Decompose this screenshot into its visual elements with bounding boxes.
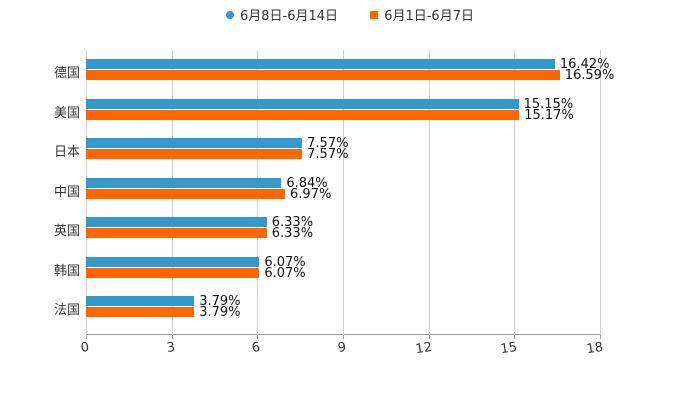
bar[interactable] xyxy=(86,59,555,69)
tick-mark xyxy=(343,335,344,339)
legend-item-series-1[interactable]: 6月8日-6月14日 xyxy=(226,5,338,24)
data-label: 3.79% xyxy=(199,305,241,320)
x-tick-label: 3 xyxy=(165,340,176,357)
legend-marker-circle-icon xyxy=(226,11,235,19)
tick-mark xyxy=(600,335,601,339)
y-category-label: 法国 xyxy=(53,303,80,318)
data-label: 16.42% xyxy=(559,57,610,72)
chart-legend: 6月8日-6月14日 6月1日-6月7日 xyxy=(0,5,700,24)
legend-label: 6月8日-6月14日 xyxy=(240,9,339,24)
data-label: 7.57% xyxy=(307,136,349,151)
tick-mark xyxy=(514,335,516,339)
data-label: 15.15% xyxy=(523,96,574,112)
x-tick-label: 12 xyxy=(414,340,433,358)
data-label: 6.97% xyxy=(290,186,332,202)
x-tick-label: 9 xyxy=(336,340,348,357)
y-category-label: 德国 xyxy=(53,66,80,81)
x-tick-label: 6 xyxy=(251,340,262,357)
x-tick-label: 18 xyxy=(585,340,605,358)
bar[interactable] xyxy=(86,307,195,317)
bar[interactable] xyxy=(86,98,519,109)
plot-area: 0 3 6 9 12 15 18 16.42% 16.59% 15.15% 15.17% 7.57% 7… xyxy=(80,50,614,357)
gridline xyxy=(343,50,344,335)
data-label: 6.33% xyxy=(271,226,314,241)
data-label: 6.84% xyxy=(286,175,328,191)
y-category-label: 美国 xyxy=(53,105,80,121)
bar[interactable] xyxy=(86,228,267,238)
bar[interactable] xyxy=(86,70,560,80)
data-label: 6.33% xyxy=(271,215,314,230)
data-label: 3.79% xyxy=(199,294,241,309)
y-category-label: 英国 xyxy=(53,224,80,239)
bar[interactable] xyxy=(86,109,520,120)
bar[interactable] xyxy=(86,177,282,188)
bar[interactable] xyxy=(86,138,303,148)
tick-mark xyxy=(171,335,173,339)
y-category-label: 韩国 xyxy=(53,263,80,279)
x-tick-label: 15 xyxy=(499,340,519,358)
tick-mark xyxy=(86,335,87,339)
data-label: 7.57% xyxy=(307,147,349,162)
x-tick-label: 0 xyxy=(79,340,91,357)
y-category-label: 日本 xyxy=(53,145,80,160)
data-label: 6.07% xyxy=(264,254,306,270)
gridline xyxy=(428,50,430,335)
data-label: 6.07% xyxy=(264,265,306,281)
tick-mark xyxy=(428,335,430,339)
legend-item-series-2[interactable]: 6月1日-6月7日 xyxy=(370,5,474,24)
bar[interactable] xyxy=(86,256,260,267)
bar[interactable] xyxy=(86,217,267,227)
bar[interactable] xyxy=(86,267,260,278)
legend-label: 6月1日-6月7日 xyxy=(384,9,474,24)
bar[interactable] xyxy=(86,296,195,306)
bar[interactable] xyxy=(86,149,303,159)
legend-marker-square-icon xyxy=(370,11,379,19)
gridline xyxy=(514,50,516,335)
data-label: 16.59% xyxy=(564,68,615,83)
y-category-label: 中国 xyxy=(53,184,80,200)
gridline xyxy=(600,50,601,335)
tick-mark xyxy=(257,335,259,339)
data-label: 15.17% xyxy=(524,107,574,123)
bar[interactable] xyxy=(86,188,286,199)
